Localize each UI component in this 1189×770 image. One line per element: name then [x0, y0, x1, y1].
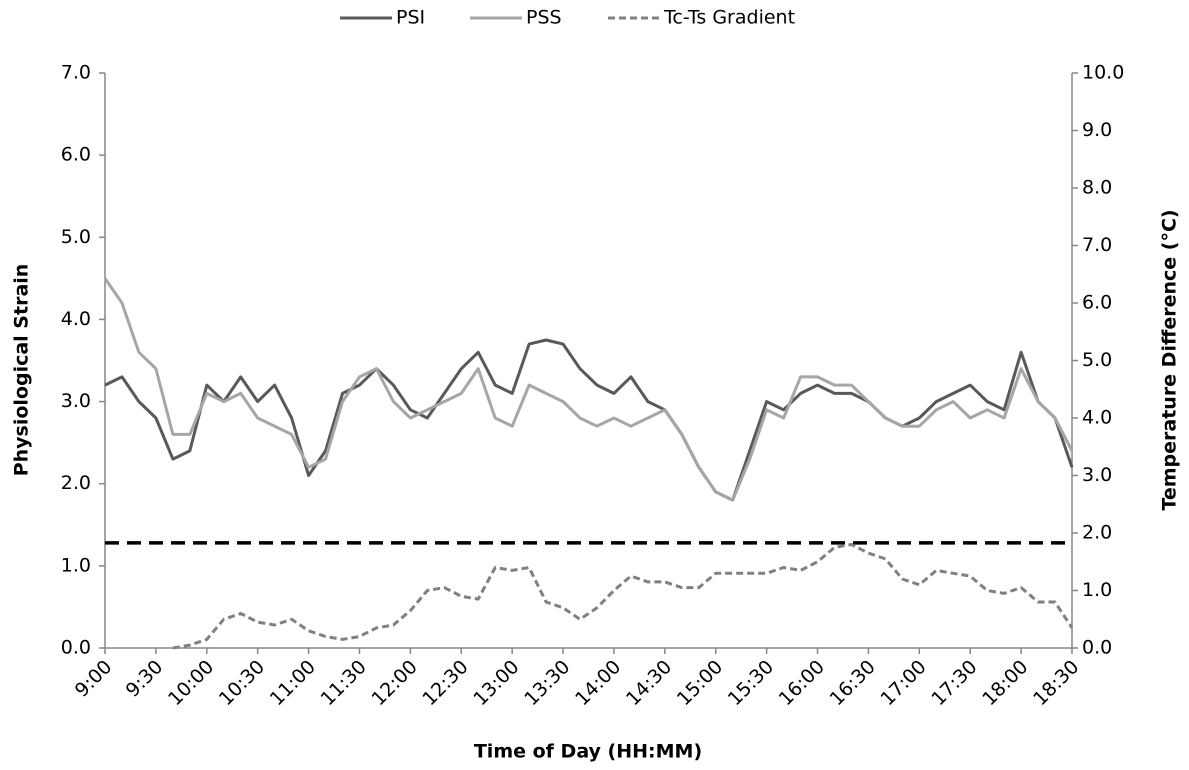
- y-tick-label: 4.0: [61, 308, 91, 330]
- series-line: [103, 277, 1074, 502]
- y-tick-label: 6.0: [61, 144, 91, 166]
- y2-tick-label: 2.0: [1082, 522, 1112, 544]
- series-line: [172, 543, 1074, 650]
- y-tick-label: 2.0: [61, 472, 91, 494]
- x-tick-label: 11:30: [317, 656, 371, 710]
- y2-tick-label: 10.0: [1082, 62, 1124, 84]
- x-tick-label: 16:00: [775, 656, 829, 710]
- x-tick-label: 14:00: [571, 656, 625, 710]
- y2-tick-label: 9.0: [1082, 119, 1112, 141]
- x-tick-label: 14:30: [622, 656, 676, 710]
- y2-tick-label: 7.0: [1082, 234, 1112, 256]
- x-tick-label: 10:00: [164, 656, 218, 710]
- y-tick-label: 3.0: [61, 390, 91, 412]
- y2-axis-title: Temperature Difference (°C): [1159, 209, 1181, 510]
- x-tick-label: 18:00: [978, 656, 1032, 710]
- y2-tick-label: 1.0: [1082, 579, 1112, 601]
- x-tick-label: 13:30: [520, 656, 574, 710]
- x-tick-label: 15:00: [673, 656, 727, 710]
- x-tick-label: 17:00: [876, 656, 930, 710]
- y-tick-label: 1.0: [61, 554, 91, 576]
- x-tick-label: 16:30: [826, 656, 880, 710]
- x-tick-label: 9:30: [122, 656, 168, 702]
- y-tick-label: 0.0: [61, 637, 91, 659]
- x-tick-label: 11:00: [266, 656, 320, 710]
- legend-label: PSI: [396, 7, 425, 29]
- x-tick-label: 15:30: [724, 656, 778, 710]
- x-tick-label: 17:30: [927, 656, 981, 710]
- x-tick-label: 13:00: [469, 656, 523, 710]
- x-tick-label: 18:30: [1029, 656, 1083, 710]
- legend-label: Tc-Ts Gradient: [663, 7, 795, 29]
- y-tick-label: 7.0: [61, 62, 91, 84]
- legend-label: PSS: [526, 7, 562, 29]
- y2-tick-label: 6.0: [1082, 292, 1112, 314]
- y2-tick-label: 4.0: [1082, 407, 1112, 429]
- y2-tick-label: 3.0: [1082, 464, 1112, 486]
- x-axis-title: Time of Day (HH:MM): [474, 741, 702, 763]
- series-line: [104, 338, 1074, 502]
- y2-tick-label: 8.0: [1082, 177, 1112, 199]
- x-tick-label: 10:30: [215, 656, 269, 710]
- x-tick-label: 9:00: [71, 656, 117, 702]
- y2-tick-label: 0.0: [1082, 637, 1112, 659]
- y2-tick-label: 5.0: [1082, 349, 1112, 371]
- x-tick-label: 12:30: [418, 656, 472, 710]
- x-tick-label: 12:00: [368, 656, 422, 710]
- y-axis-title: Physiological Strain: [11, 264, 33, 477]
- y-tick-label: 5.0: [61, 226, 91, 248]
